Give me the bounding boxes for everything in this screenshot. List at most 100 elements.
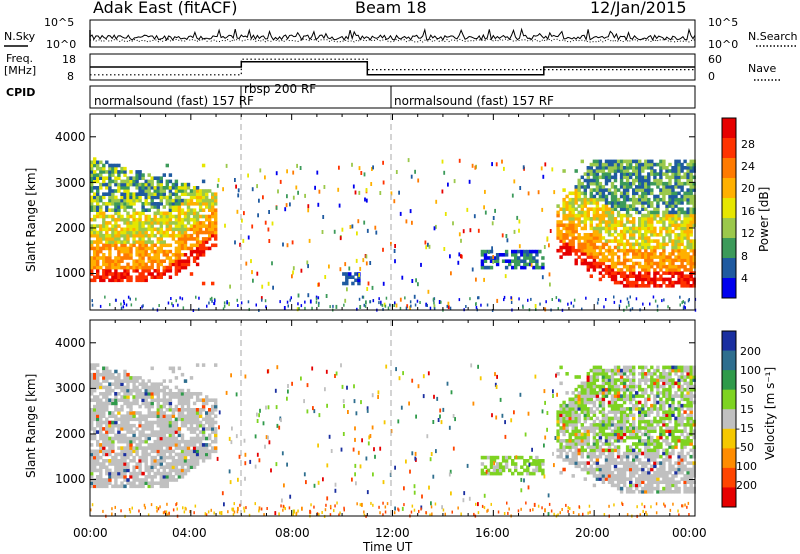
velocity-cell [156,471,160,476]
power-cell [165,217,169,222]
velocity-cell [141,452,145,457]
power-cell [671,207,675,211]
power-cell [111,262,115,267]
power-cell [208,205,212,209]
velocity-cell [629,470,633,475]
velocity-cell [580,394,584,398]
velocity-cell [625,445,630,449]
power-cell [159,230,163,235]
velocity-cell [192,455,197,460]
power-scatter [501,233,504,238]
power-cell [683,233,687,237]
velocity-cell [595,467,600,472]
power-cell [183,182,188,187]
power-cell [105,237,109,241]
velocity-cell [114,392,118,396]
velocity-cell [90,417,94,422]
power-cell [517,259,521,263]
velocity-cell [105,484,109,489]
power-cell [495,262,500,267]
velocity-cell [619,423,624,427]
power-cell [638,277,642,282]
power-cell [483,253,488,257]
velocity-cell [662,391,666,395]
velocity-cell [674,394,678,398]
power-cell [135,198,139,203]
velocity-cell [641,451,645,456]
power-cell [180,230,185,235]
power-cell [589,220,593,224]
velocity-cell [613,410,618,414]
power-cell [592,264,597,269]
velocity-cell [135,484,139,489]
power-cell [616,213,621,218]
power-cell [635,188,639,192]
power-cell [132,227,136,232]
power-cell [556,210,560,215]
power-cell [153,233,157,238]
velocity-cell [162,420,166,425]
power-scatter [346,287,348,292]
freq-label: Freq. [6,52,34,65]
power-cell [168,217,173,222]
power-cell [568,207,572,211]
velocity-cell [647,451,651,456]
power-cell [662,188,666,192]
velocity-cell [114,433,118,438]
velocity-cell [619,375,624,379]
power-scatter [365,188,368,192]
velocity-cell [577,375,581,379]
velocity-cell [141,382,145,386]
velocity-cell [180,411,185,415]
power-cell [613,271,618,275]
nave-tick-top: 60 [708,53,722,66]
power-cell [598,233,603,237]
power-scatter [428,244,431,249]
nsky-tick-top: 10^5 [44,16,75,29]
power-scatter [393,199,396,204]
power-cell [586,210,590,215]
nsearch-tick-top: 10^5 [708,16,739,29]
velocity-cell [141,471,145,476]
power-cell [183,259,188,263]
velocity-cell [132,459,136,463]
power-scatter [462,229,465,234]
velocity-cell [592,483,597,488]
power-scatter [475,277,477,282]
velocity-cell [174,446,179,450]
velocity-cell [574,413,578,417]
velocity-cell [138,459,142,463]
power-cell [659,181,663,186]
power-scatter [537,190,540,195]
velocity-cell [598,426,603,430]
velocity-cell [135,452,139,457]
power-cell [198,202,203,206]
power-cell [120,195,124,200]
power-scatter [234,240,236,245]
velocity-cell [96,372,100,377]
velocity-cell [132,455,136,460]
power-cell [96,160,100,165]
power-cell [177,214,182,219]
velocity-cell [186,420,191,425]
power-cell [583,248,587,253]
velocity-cell [641,378,645,382]
velocity-cell [656,419,660,424]
velocity-cell [656,368,660,373]
velocity-cell [635,407,639,411]
velocity-cell [571,400,575,405]
velocity-cell [622,483,627,488]
power-scatter [544,307,547,312]
power-cell [159,240,163,244]
velocity-cell [583,407,587,411]
velocity-cell [153,411,157,415]
power-cell [111,202,115,206]
power-ground [682,306,685,310]
power-ground [123,299,125,303]
velocity-cell [601,368,606,373]
velocity-cell [577,442,581,446]
power-cell [174,205,179,209]
velocity-cell [138,433,142,438]
power-cell [659,188,663,192]
velocity-cell [662,407,666,411]
